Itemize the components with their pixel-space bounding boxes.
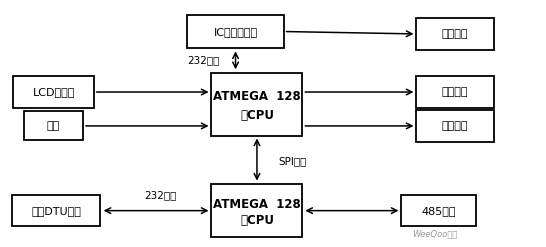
Text: ATMEGA  128: ATMEGA 128 — [213, 90, 301, 103]
Text: 从CPU: 从CPU — [240, 214, 274, 227]
Bar — [211, 184, 302, 237]
Text: ATMEGA  128: ATMEGA 128 — [213, 198, 301, 211]
Text: 断电检测: 断电检测 — [442, 29, 468, 39]
Text: 232接口: 232接口 — [187, 56, 219, 65]
Text: WeeQoo维库: WeeQoo维库 — [412, 229, 458, 239]
Text: 阀门控制: 阀门控制 — [442, 87, 468, 97]
Text: 232接口: 232接口 — [145, 190, 177, 200]
Bar — [187, 15, 284, 48]
Bar — [24, 111, 83, 141]
Bar — [14, 76, 94, 108]
Bar — [416, 110, 494, 142]
Text: 键盘: 键盘 — [47, 121, 60, 131]
Text: 无线DTU模块: 无线DTU模块 — [31, 206, 81, 216]
Text: 主CPU: 主CPU — [240, 109, 274, 122]
Bar — [416, 18, 494, 50]
Bar — [211, 73, 302, 136]
Bar — [416, 76, 494, 108]
Text: IC卡读卡模块: IC卡读卡模块 — [213, 26, 258, 37]
Bar — [12, 195, 100, 226]
Text: 485接口: 485接口 — [422, 206, 456, 216]
Text: LCD显示器: LCD显示器 — [32, 87, 75, 97]
Bar — [401, 195, 476, 226]
Text: SPI通信: SPI通信 — [278, 156, 307, 166]
Text: 水泵控制: 水泵控制 — [442, 121, 468, 131]
